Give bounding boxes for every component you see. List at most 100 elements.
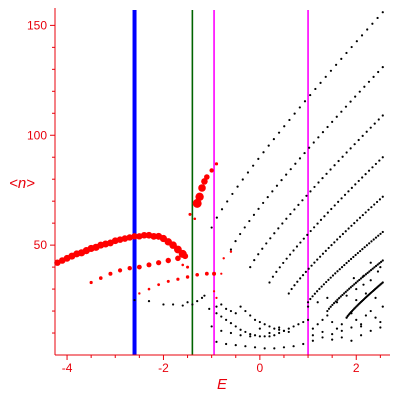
data-point-black-53 — [268, 331, 271, 335]
data-point-black-98 — [340, 336, 343, 339]
data-point-black-7-33 — [381, 281, 384, 284]
data-point-red-32 — [136, 264, 142, 270]
data-point-red-57 — [193, 217, 197, 221]
data-point-black-3-33 — [381, 156, 384, 159]
data-point-red-27 — [89, 280, 93, 285]
data-point-black-3-28 — [364, 172, 367, 176]
data-point-red-45 — [204, 271, 209, 276]
data-point-black-1-2 — [239, 232, 242, 236]
data-point-black-88 — [316, 301, 319, 304]
data-point-black-31 — [215, 305, 218, 308]
data-point-black-50 — [239, 334, 242, 337]
data-point-red-41 — [166, 279, 170, 283]
data-point-black-6-30 — [376, 263, 379, 266]
data-point-black-28 — [297, 323, 300, 326]
data-point-black-1-31 — [372, 75, 375, 78]
data-point-black-6-3 — [331, 303, 334, 307]
data-point-black-6-17 — [354, 281, 357, 284]
data-point-black-5-13 — [336, 270, 339, 273]
data-point-black-5-11 — [331, 274, 335, 277]
data-point-black-2-11 — [293, 208, 296, 211]
y-tick-label-0: 50 — [34, 238, 48, 252]
data-point-black-1-32 — [377, 70, 380, 74]
reference-lines — [132, 10, 309, 355]
data-point-black-1-25 — [344, 105, 348, 108]
data-point-black-1-5 — [252, 213, 256, 216]
data-point-black-0-8 — [252, 164, 255, 167]
data-point-black-0-33 — [381, 11, 384, 14]
data-point-red-16 — [131, 233, 138, 240]
data-point-black-0-0 — [210, 226, 213, 229]
data-point-black-5-15 — [340, 266, 344, 269]
data-point-black-6-33 — [381, 259, 384, 262]
data-point-black-87 — [306, 305, 310, 308]
data-point-black-3-31 — [374, 162, 378, 166]
data-point-black-18 — [249, 333, 252, 336]
data-point-black-3-12 — [309, 229, 312, 233]
data-point-red-62 — [212, 290, 216, 293]
x-axis-label: E — [217, 376, 228, 393]
data-point-red-54 — [186, 265, 190, 269]
data-point-black-3-20 — [337, 200, 340, 203]
data-point-black-2-27 — [357, 138, 360, 142]
data-point-black-5-27 — [368, 242, 371, 245]
data-point-black-2-26 — [353, 143, 356, 146]
data-point-red-56 — [188, 212, 192, 216]
data-point-black-3-1 — [271, 275, 275, 278]
data-point-red-38 — [138, 292, 141, 295]
data-point-black-2-7 — [277, 227, 280, 230]
data-point-black-5-12 — [334, 272, 337, 275]
data-point-black-6-19 — [358, 278, 361, 282]
data-point-red-36 — [175, 255, 181, 262]
data-point-black-110 — [352, 276, 355, 280]
data-point-black-3-27 — [361, 176, 364, 179]
data-point-black-47 — [210, 325, 213, 328]
data-point-black-2-9 — [285, 217, 288, 220]
data-point-red-37 — [182, 253, 189, 260]
data-point-black-6-10 — [343, 292, 346, 295]
data-point-red-50 — [201, 178, 208, 185]
data-point-black-5-2 — [311, 295, 314, 298]
data-point-black-0-23 — [329, 69, 333, 72]
data-point-black-61 — [273, 347, 276, 350]
data-point-red-39 — [147, 287, 151, 291]
data-point-red-47 — [192, 198, 202, 208]
data-point-black-1-8 — [266, 196, 269, 199]
data-point-black-1-23 — [335, 115, 338, 118]
data-point-black-5 — [186, 301, 189, 304]
data-point-black-56 — [225, 342, 228, 346]
data-point-black-5-16 — [343, 263, 346, 267]
data-point-red-30 — [117, 268, 123, 273]
data-point-black-2-3 — [261, 247, 264, 250]
data-point-black-5-22 — [356, 251, 359, 255]
data-point-black-95 — [311, 334, 314, 337]
data-point-black-4-28 — [367, 208, 370, 211]
data-point-black-0-24 — [335, 63, 338, 66]
data-point-black-1-7 — [262, 201, 265, 205]
data-point-black-3-10 — [302, 237, 305, 240]
data-point-black-91 — [345, 294, 348, 297]
data-point-black-0-13 — [277, 131, 281, 134]
data-point-black-68 — [340, 329, 343, 332]
data-point-red-29 — [108, 271, 113, 276]
data-point-black-59 — [253, 346, 257, 349]
data-point-black-6-24 — [366, 271, 369, 274]
data-point-black-3-9 — [299, 241, 302, 244]
data-point-black-2-18 — [321, 177, 324, 180]
data-point-black-3 — [171, 303, 175, 306]
data-point-black-6-26 — [369, 268, 373, 272]
data-point-black-4-30 — [373, 203, 376, 206]
data-point-black-1-17 — [308, 146, 311, 149]
data-point-black-48 — [220, 329, 223, 332]
data-point-black-0-14 — [283, 125, 286, 128]
data-point-black-36 — [239, 305, 242, 308]
x-tick-label-2: 0 — [257, 361, 264, 375]
data-point-black-3-30 — [371, 166, 374, 169]
data-point-black-0-10 — [262, 151, 265, 154]
data-point-black-2-19 — [325, 172, 328, 175]
data-point-black-3-14 — [316, 222, 319, 225]
data-point-black-19 — [253, 334, 257, 337]
data-point-black-4-25 — [358, 216, 362, 219]
data-point-black-54 — [278, 326, 281, 329]
data-point-black-32 — [220, 303, 223, 306]
